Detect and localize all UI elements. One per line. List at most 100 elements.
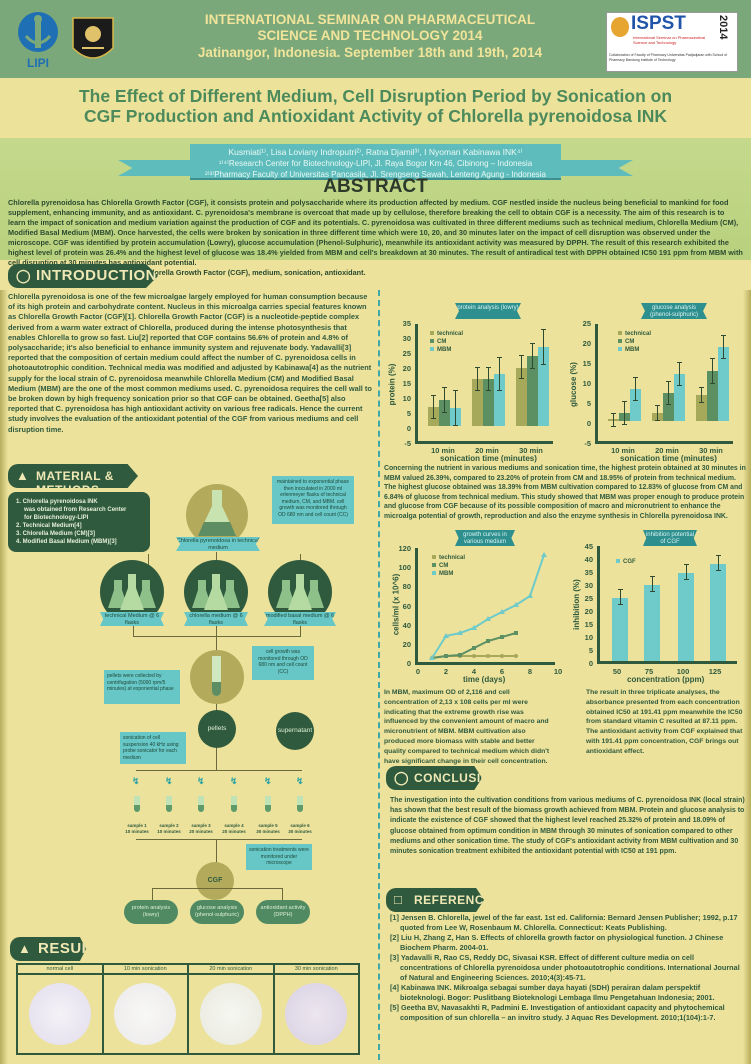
- inhibition-analysis-text: The result in three triplicate analyses,…: [586, 689, 743, 755]
- references-heading: REFERENCES: [414, 893, 502, 907]
- connector: [216, 748, 217, 770]
- methods-heading: MATERIAL & METHODS: [36, 469, 114, 497]
- y-tick: -5: [584, 439, 591, 448]
- y-tick: 35: [584, 568, 593, 577]
- lightning-icon: ↯: [230, 776, 238, 786]
- connector: [136, 839, 302, 840]
- micrograph-30min: [285, 983, 348, 1045]
- introduction-heading: INTRODUCTION: [36, 267, 157, 284]
- x-tick: 10 min: [431, 446, 455, 455]
- bar: [630, 389, 641, 421]
- micrograph-20min: [199, 983, 262, 1045]
- error-bar: [618, 589, 623, 605]
- x-axis-label: sonication time (minutes): [620, 454, 717, 463]
- glucose-chart: glucose analysis (phenol-sulphuric) tech…: [565, 300, 735, 463]
- root-label: Chlorella pyrenoidosa in technical mediu…: [176, 537, 260, 551]
- title-line1: The Effect of Different Medium, Cell Dis…: [78, 86, 673, 106]
- reference-item: [5] Geetha BV, Navasakhti R, Padmini E. …: [390, 1003, 725, 1022]
- conference-location-date: Jatinangor, Indonesia. September 18th an…: [197, 45, 543, 60]
- ispst-caption: Collaboration of Faculty of Pharmacy Uni…: [609, 53, 728, 62]
- growth-analysis-text: In MBM, maximum OD of 2,116 and cell con…: [384, 689, 550, 765]
- sample-label: sample 2 10 minutes: [157, 823, 181, 834]
- error-bar: [442, 387, 447, 413]
- y-tick: 30: [584, 581, 593, 590]
- connector: [133, 636, 301, 637]
- ispst-subtitle: International Seminar on Pharmaceutical …: [633, 35, 706, 45]
- y-tick: 20: [582, 339, 591, 348]
- reference-item: [1] Jensen B. Chlorella, jewel of the fa…: [390, 913, 738, 932]
- protein-chart-legend: technical CM MBM: [430, 330, 463, 354]
- test-tube-icon: [212, 656, 221, 696]
- conference-info: INTERNATIONAL SEMINAR ON PHARMACEUTICAL …: [140, 12, 600, 61]
- error-bar: [497, 357, 502, 391]
- y-tick: 60: [402, 602, 411, 611]
- y-tick: 100: [398, 563, 411, 572]
- error-bar: [486, 367, 491, 391]
- column-divider: [378, 290, 380, 1060]
- error-bar: [431, 395, 436, 419]
- connector: [216, 704, 217, 714]
- y-tick: 10: [584, 633, 593, 642]
- unpad-emblem-icon: [611, 17, 629, 37]
- x-tick: 8: [527, 667, 533, 676]
- reference-item: [4] Kabinawa INK. Mikroalga sebagai sumb…: [390, 983, 715, 1002]
- bar: [516, 368, 527, 426]
- result-column: 20 min sonication: [189, 965, 275, 1053]
- error-bar: [666, 381, 671, 405]
- connector: [216, 839, 217, 863]
- y-tick: 120: [398, 544, 411, 553]
- result-column: 10 min sonication: [103, 965, 189, 1053]
- microscope-note: sonication treatments were monitored und…: [246, 844, 312, 870]
- results-heading-tag: ▲ RESULTS: [10, 937, 86, 961]
- x-tick: 0: [415, 667, 421, 676]
- y-tick: 40: [402, 621, 411, 630]
- bar: [710, 564, 726, 661]
- introduction-heading-tag: ◯ INTRODUCTION: [8, 264, 158, 288]
- y-tick: 0: [586, 419, 591, 428]
- y-tick: 0: [588, 659, 593, 668]
- lightbulb-icon: ◯: [16, 268, 32, 283]
- x-tick: 10: [553, 667, 563, 676]
- sample-label: sample 4 20 minutes: [222, 823, 246, 834]
- erlenmeyer-flask-icon: [198, 490, 236, 536]
- ribbon-wing-right: [553, 160, 633, 176]
- pellets-node: pellets: [198, 710, 236, 748]
- error-bar: [650, 576, 655, 592]
- svg-text:LIPI: LIPI: [27, 56, 49, 70]
- result-column-header: 10 min sonication: [103, 965, 187, 975]
- growth-lines: [429, 552, 547, 660]
- bar: [538, 347, 549, 426]
- antioxidant-activity-node: antioxidant activity (DPPH): [256, 900, 310, 924]
- bar: [718, 347, 729, 421]
- growth-chart-axes: technical CM MBM: [415, 548, 555, 665]
- materials-item: 2. Technical Medium[4]: [16, 523, 82, 529]
- lightning-icon: ↯: [197, 776, 205, 786]
- x-tick: 30 min: [699, 446, 723, 455]
- x-tick: 100: [676, 667, 690, 676]
- x-tick: 10 min: [611, 446, 635, 455]
- conclusion-heading-tag: ◯ CONCLUSION: [386, 766, 482, 790]
- x-tick: 6: [499, 667, 505, 676]
- inhibition-chart-title: inhibition potential of CGF: [643, 530, 697, 546]
- materials-item: for Biotechnology-LIPI: [24, 515, 89, 521]
- y-tick: 5: [586, 399, 591, 408]
- ispst-title: ISPST: [631, 13, 686, 34]
- result-column: normal cell: [18, 965, 104, 1053]
- references-heading-tag: □ REFERENCES: [386, 888, 484, 912]
- x-tick: 75: [644, 667, 654, 676]
- sample-label: sample 1 10 minutes: [125, 823, 149, 834]
- growth-chart-legend: technical CM MBM: [432, 554, 465, 578]
- sample-tube-icon: [134, 796, 140, 812]
- inhibition-chart: inhibition potential of CGF CGF 45 40 35…: [565, 530, 740, 684]
- error-bar: [677, 362, 682, 386]
- materials-item: 4. Modified Basal Medium (MBM)[3]: [16, 539, 117, 545]
- error-bar: [684, 564, 689, 580]
- protein-chart-title: protein analysis (lowry): [455, 303, 521, 319]
- sonication-note: sonication of cell suspension 40 kHz usi…: [120, 732, 186, 764]
- methods-heading-tag: ▲ MATERIAL & METHODS: [8, 464, 138, 488]
- sample-tube-icon: [198, 796, 204, 812]
- x-axis-label: concentration (ppm): [627, 675, 705, 684]
- glucose-chart-title: glucose analysis (phenol-sulphuric): [641, 303, 707, 319]
- microscope-results-table: normal cell 10 min sonication 20 min son…: [16, 963, 360, 1055]
- sample-label: sample 6 30 minutes: [288, 823, 312, 834]
